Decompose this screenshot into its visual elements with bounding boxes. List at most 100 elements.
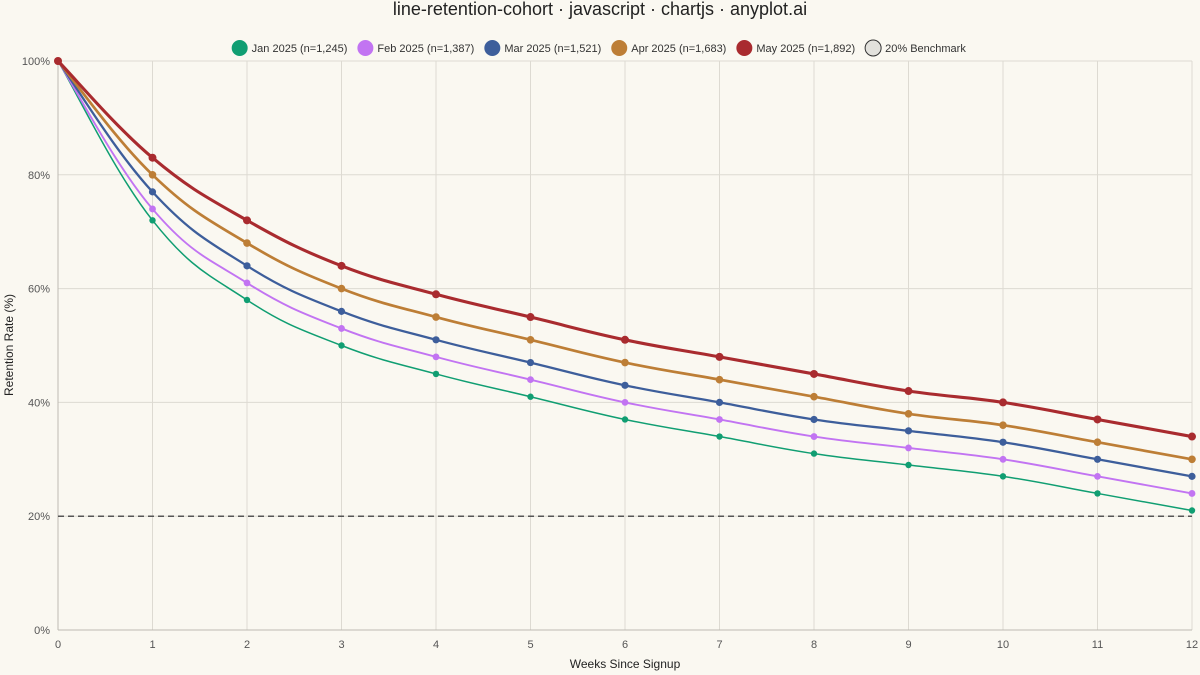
legend-label: Jan 2025 (n=1,245) [252,43,348,55]
legend-swatch [357,40,374,56]
data-point [526,336,535,344]
y-tick-label: 40% [28,397,50,409]
data-point [243,296,251,304]
legend-item: May 2025 (n=1,892) [736,40,855,56]
series-lines [54,57,1196,517]
y-axis-label: Retention Rate (%) [2,294,16,396]
data-point [715,398,724,406]
data-point [999,438,1007,446]
data-point [621,358,629,367]
data-point [904,427,913,435]
data-point [716,416,723,423]
data-point [999,421,1007,429]
legend-label: Mar 2025 (n=1,521) [504,43,601,55]
data-point [621,399,629,406]
legend-item: Apr 2025 (n=1,683) [611,40,726,56]
data-point [1188,490,1196,497]
data-point [621,416,629,423]
x-tick-label: 3 [338,639,344,651]
data-point [810,450,818,457]
legend-label: Apr 2025 (n=1,683) [631,43,726,55]
data-point [337,307,346,315]
data-point [243,279,251,287]
x-tick-label: 7 [716,639,722,651]
data-point [904,409,913,418]
legend-item: Jan 2025 (n=1,245) [231,40,348,56]
y-tick-label: 60% [28,284,50,296]
y-tick-label: 80% [28,170,50,182]
data-point [243,239,251,247]
data-point [527,393,534,400]
data-point [432,370,440,378]
data-point [338,342,345,349]
data-point [1093,438,1102,447]
y-tick-label: 20% [28,511,50,523]
legend: Jan 2025 (n=1,245) Feb 2025 (n=1,387) Mar … [231,39,966,57]
data-point [999,473,1007,480]
data-point [432,290,440,299]
data-point [716,433,723,440]
legend-label: 20% Benchmark [885,43,966,55]
data-point [337,261,346,270]
data-point [810,415,818,424]
x-tick-label: 2 [244,639,250,651]
y-tick-label: 100% [22,56,50,68]
data-point [243,216,251,225]
x-tick-label: 8 [811,639,817,651]
data-point [999,398,1007,407]
data-point [715,352,724,361]
data-point [810,392,818,401]
data-point [149,205,156,213]
data-point [54,57,62,65]
legend-item: Mar 2025 (n=1,521) [484,40,601,56]
data-point [904,387,913,396]
data-point [621,335,629,344]
data-point [810,433,818,440]
data-point [1093,415,1102,424]
x-tick-label: 1 [149,639,155,651]
data-point [1094,472,1101,480]
legend-item: 20% Benchmark [864,39,966,57]
y-tick-label: 0% [34,625,50,637]
legend-swatch [736,40,753,56]
x-tick-label: 4 [433,639,439,651]
x-tick-label: 9 [905,639,911,651]
legend-label: May 2025 (n=1,892) [756,43,855,55]
data-point [148,153,157,162]
data-point [1093,455,1102,463]
legend-label: Feb 2025 (n=1,387) [377,43,474,55]
x-tick-label: 0 [55,639,61,651]
legend-swatch [231,40,248,56]
data-point [905,444,912,452]
data-point [432,353,440,361]
x-axis-label: Weeks Since Signup [570,657,681,671]
data-point [526,313,535,322]
x-tick-label: 12 [1186,639,1198,651]
data-point [148,171,157,179]
grid [57,60,1193,631]
data-point [527,376,534,384]
data-point [338,325,345,332]
data-point [1188,472,1196,480]
x-tick-label: 6 [622,639,628,651]
x-tick-label: 10 [997,639,1009,651]
data-point [1188,432,1196,441]
axes: 0%20%40%60%80%100%0 1 2 3 4 5 6 7 8 9 10 11 12 [22,56,1198,651]
data-point [243,262,251,270]
data-point [149,217,156,224]
data-point [1188,455,1196,464]
data-point [621,381,629,389]
data-point [1094,490,1101,497]
chart-title: line-retention-cohort · javascript · cha… [393,0,807,19]
data-point [337,284,346,293]
x-tick-label: 11 [1092,639,1103,651]
data-point [715,375,724,384]
data-point [432,313,440,321]
data-point [999,455,1007,463]
x-tick-label: 5 [527,639,533,651]
data-point [905,461,912,469]
legend-item: Feb 2025 (n=1,387) [357,40,474,56]
legend-swatch [611,40,628,56]
data-point [432,336,440,344]
